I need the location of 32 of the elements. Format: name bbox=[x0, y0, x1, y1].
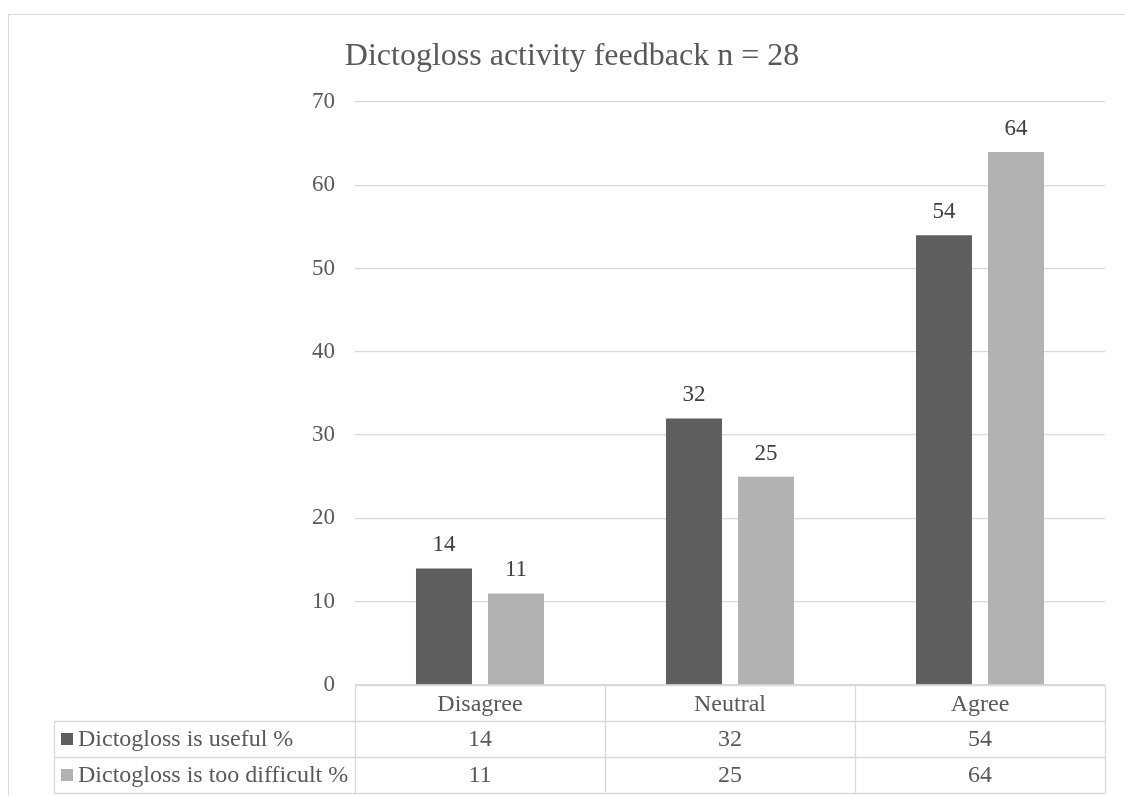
y-tick-label: 10 bbox=[312, 587, 335, 613]
bar bbox=[487, 593, 545, 685]
x-tick-label: Agree bbox=[950, 689, 1010, 716]
data-label: 11 bbox=[468, 761, 492, 788]
bar bbox=[415, 568, 473, 685]
y-tick-label: 40 bbox=[312, 337, 335, 363]
data-label: 64 bbox=[968, 761, 992, 788]
annotation: 54 bbox=[932, 198, 956, 224]
annotation: 14 bbox=[432, 531, 456, 557]
data-label: 14 bbox=[468, 725, 492, 752]
y-tick-label: 0 bbox=[323, 671, 335, 697]
bar bbox=[915, 235, 973, 685]
annotation: 11 bbox=[504, 556, 528, 582]
bar bbox=[665, 418, 723, 685]
legend-label: Dictogloss is useful % bbox=[78, 725, 294, 752]
annotation: 32 bbox=[682, 381, 706, 407]
annotation: 64 bbox=[1004, 114, 1028, 140]
y-tick-label: 60 bbox=[312, 171, 335, 197]
annotation: 25 bbox=[754, 439, 778, 465]
x-tick-label: Neutral bbox=[694, 689, 767, 716]
bar bbox=[737, 476, 795, 685]
x-tick-label: Disagree bbox=[437, 689, 523, 716]
data-label: 32 bbox=[718, 725, 742, 752]
y-tick-label: 20 bbox=[312, 504, 335, 530]
bar bbox=[987, 151, 1045, 685]
y-tick-label: 50 bbox=[312, 254, 335, 280]
data-label: 25 bbox=[718, 761, 742, 788]
chart-title: Dictogloss activity feedback n = 28 bbox=[344, 36, 800, 72]
y-tick-label: 70 bbox=[312, 88, 335, 114]
y-tick-label: 30 bbox=[312, 421, 335, 447]
legend-label: Dictogloss is too difficult % bbox=[78, 761, 349, 788]
data-label: 54 bbox=[968, 725, 992, 752]
